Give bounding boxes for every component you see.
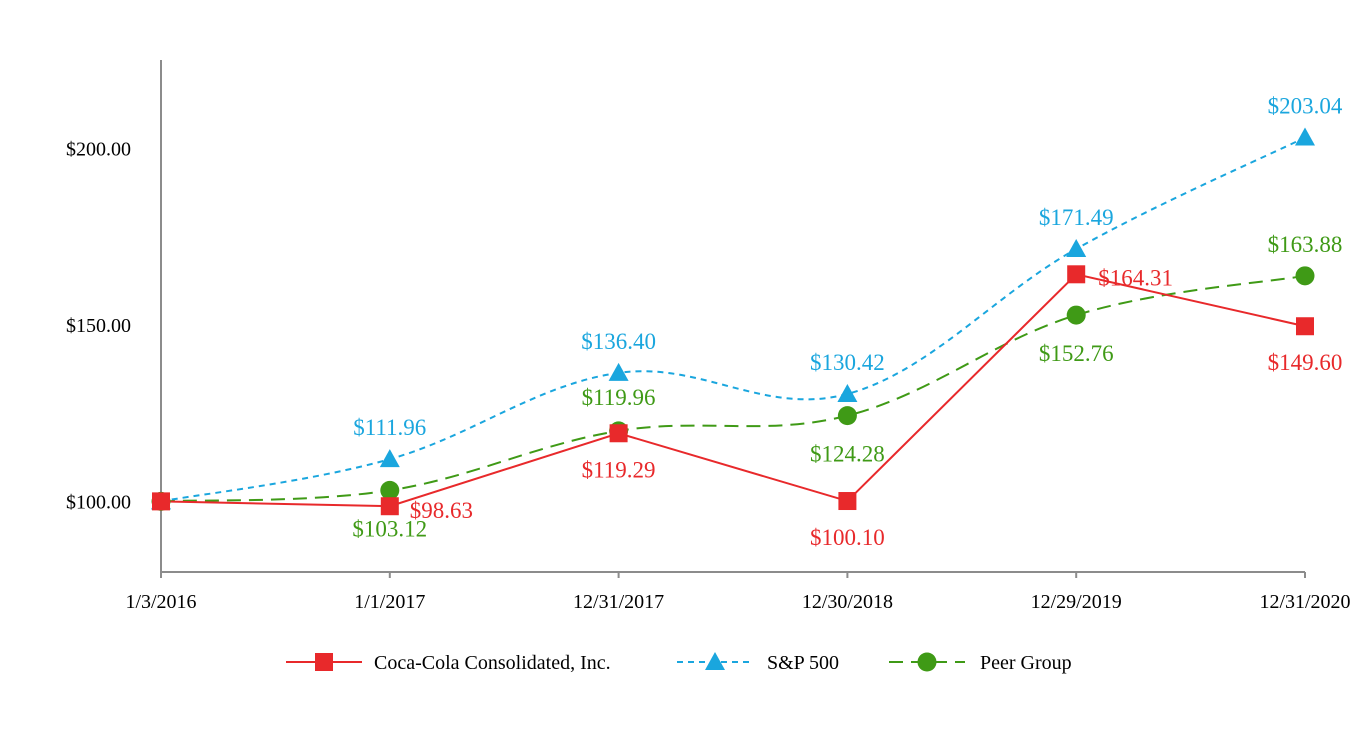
- data-label-peer-group: $163.88: [1268, 232, 1343, 257]
- data-point-s-p-500: [379, 449, 400, 468]
- data-point-peer-group: [1295, 266, 1315, 286]
- x-tick-label: 12/29/2019: [1031, 591, 1122, 613]
- data-label-s-p-500: $171.49: [1039, 205, 1114, 230]
- data-point-s-p-500: [1066, 238, 1087, 257]
- legend-label: Peer Group: [980, 652, 1072, 674]
- legend: Coca-Cola Consolidated, Inc. S&P 500 Peer …: [286, 652, 1072, 674]
- data-label-s-p-500: $130.42: [810, 350, 885, 375]
- x-tick-label: 12/31/2020: [1259, 591, 1350, 613]
- legend-label: S&P 500: [767, 652, 839, 674]
- data-label-peer-group: $119.96: [582, 385, 656, 410]
- data-label-peer-group: $124.28: [810, 442, 885, 467]
- series-line-peer-group: [160, 274, 1306, 503]
- x-tick-label: 12/30/2018: [802, 591, 893, 613]
- data-label-coca-cola-consolidated-inc: $98.63: [410, 498, 473, 523]
- legend-item-s-p-500: S&P 500: [677, 652, 839, 674]
- legend-marker-triangle-icon: [705, 652, 725, 670]
- x-tick-label: 1/1/2017: [354, 591, 425, 613]
- series-lines: [160, 136, 1306, 508]
- data-point-coca-cola-consolidated-inc: [1296, 317, 1314, 336]
- legend-marker-square-icon: [315, 653, 333, 671]
- y-tick-label: $100.00: [66, 491, 131, 513]
- data-point-peer-group: [380, 480, 400, 500]
- data-point-s-p-500: [837, 383, 858, 402]
- legend-item-peer-group: Peer Group: [889, 652, 1072, 674]
- data-label-coca-cola-consolidated-inc: $100.10: [810, 525, 885, 550]
- x-tick-label: 1/3/2016: [125, 591, 196, 613]
- data-point-coca-cola-consolidated-inc: [838, 492, 857, 511]
- data-point-peer-group: [837, 406, 857, 426]
- data-label-s-p-500: $203.04: [1268, 94, 1343, 119]
- data-point-s-p-500: [1295, 127, 1315, 146]
- legend-item-coca-cola-consolidated-inc: Coca-Cola Consolidated, Inc.: [286, 652, 611, 674]
- legend-label: Coca-Cola Consolidated, Inc.: [374, 652, 611, 674]
- data-point-s-p-500: [608, 362, 629, 381]
- data-point-peer-group: [1066, 305, 1086, 325]
- series-line-s-p-500: [160, 136, 1306, 503]
- data-point-coca-cola-consolidated-inc: [1067, 265, 1086, 284]
- data-point-coca-cola-consolidated-inc: [152, 492, 170, 511]
- data-label-s-p-500: $136.40: [581, 329, 656, 354]
- y-tick-label: $200.00: [66, 138, 131, 160]
- x-tick-label: 12/31/2017: [573, 591, 664, 613]
- data-label-peer-group: $152.76: [1039, 341, 1114, 366]
- y-tick-label: $150.00: [66, 315, 131, 337]
- series-markers: [151, 127, 1315, 516]
- data-label-peer-group: $103.12: [352, 516, 427, 541]
- data-labels: $98.63 $119.29 $100.10 $164.31 $149.60 $111.9…: [352, 94, 1342, 550]
- data-label-coca-cola-consolidated-inc: $164.31: [1098, 265, 1173, 290]
- data-label-coca-cola-consolidated-inc: $119.29: [582, 457, 656, 482]
- data-point-coca-cola-consolidated-inc: [380, 497, 399, 516]
- data-label-coca-cola-consolidated-inc: $149.60: [1268, 350, 1343, 375]
- axes: $100.00 $150.00 $200.00 1/3/2016 1/1/2017 12/…: [66, 60, 1351, 613]
- series-line-coca-cola-consolidated-inc: [160, 273, 1306, 508]
- data-label-s-p-500: $111.96: [353, 415, 426, 440]
- data-point-coca-cola-consolidated-inc: [609, 424, 628, 443]
- legend-marker-circle-icon: [917, 652, 937, 672]
